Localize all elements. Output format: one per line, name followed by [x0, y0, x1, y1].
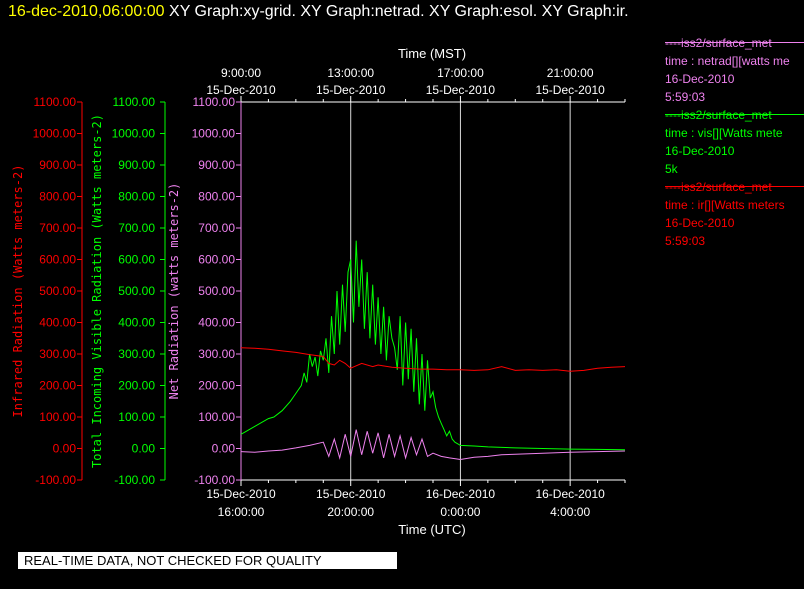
y-tick-label: 300.00: [118, 347, 155, 361]
y-tick-label: 100.00: [118, 410, 155, 424]
series-line-vis: [240, 240, 626, 451]
y-tick-label: 0.00: [53, 442, 77, 456]
y-tick-label: 200.00: [39, 379, 76, 393]
series-line-ir: [240, 347, 626, 372]
series-line-netrad: [240, 429, 626, 461]
graph-titles: XY Graph:xy-grid. XY Graph:netrad. XY Gr…: [169, 3, 629, 20]
legend-line: 16-Dec-2010: [665, 72, 735, 86]
bottom-tick-label: 4:00:00: [550, 505, 590, 519]
y-tick-label: 500.00: [118, 284, 155, 298]
bottom-tick-label: 15-Dec-2010: [316, 487, 386, 501]
y-tick-label: 0.00: [132, 442, 156, 456]
legend-line: ----iss2/surface_met: [665, 108, 772, 122]
legend-line: 5:59:03: [665, 234, 706, 248]
y-tick-label: 400.00: [198, 316, 235, 330]
top-tick-label: 15-Dec-2010: [206, 83, 276, 97]
y-tick-label: 900.00: [118, 158, 155, 172]
y-axis-title: Net Radiation (watts meters-2): [167, 183, 181, 400]
quality-note: REAL-TIME DATA, NOT CHECKED FOR QUALITY: [18, 552, 397, 569]
y-tick-label: 400.00: [118, 316, 155, 330]
legend-line: time : netrad[][watts me: [665, 54, 790, 68]
y-tick-label: 800.00: [198, 190, 235, 204]
legend-line: time : ir[][Watts meters: [665, 198, 785, 212]
top-tick-label: 15-Dec-2010: [535, 83, 605, 97]
y-tick-label: -100.00: [194, 473, 235, 487]
y-tick-label: 700.00: [118, 221, 155, 235]
y-axis-title: Total Incoming Visible Radiation (Watts …: [90, 114, 104, 468]
y-tick-label: 900.00: [198, 158, 235, 172]
y-tick-label: 500.00: [198, 284, 235, 298]
legend-line: ----iss2/surface_met: [665, 180, 772, 194]
y-tick-label: 700.00: [198, 221, 235, 235]
y-tick-label: 0.00: [212, 442, 236, 456]
y-tick-label: 100.00: [198, 410, 235, 424]
bottom-tick-label: 16-Dec-2010: [426, 487, 496, 501]
y-tick-label: 200.00: [118, 379, 155, 393]
y-tick-label: 1100.00: [34, 95, 77, 109]
legend-line: time : vis[][Watts mete: [665, 126, 783, 140]
bottom-axis-title: Time (UTC): [398, 522, 465, 537]
top-axis-title: Time (MST): [398, 46, 466, 61]
y-tick-label: 600.00: [39, 253, 76, 267]
y-tick-label: -100.00: [114, 473, 155, 487]
bottom-tick-label: 20:00:00: [327, 505, 374, 519]
timestamp: 16-dec-2010,06:00:00: [8, 3, 165, 20]
y-tick-label: 1000.00: [33, 127, 77, 141]
y-tick-label: 200.00: [198, 379, 235, 393]
legend-ir: ----iss2/surface_met time : ir[][Watts m…: [665, 180, 804, 250]
y-tick-label: 1100.00: [193, 95, 236, 109]
legend-line: 16-Dec-2010: [665, 144, 735, 158]
legend-line: ----iss2/surface_met: [665, 36, 772, 50]
y-tick-label: 800.00: [118, 190, 155, 204]
y-tick-label: 700.00: [39, 221, 76, 235]
y-axis-title: Infrared Radiation (Watts meters-2): [11, 165, 25, 418]
graph-header: 16-dec-2010,06:00:00 XY Graph:xy-grid. X…: [8, 3, 629, 21]
legend-line: 5:59:03: [665, 90, 706, 104]
bottom-tick-label: 15-Dec-2010: [206, 487, 276, 501]
top-tick-label: 13:00:00: [327, 66, 374, 80]
top-tick-label: 17:00:00: [437, 66, 484, 80]
legend-rule: [665, 114, 804, 115]
y-tick-label: 100.00: [39, 410, 76, 424]
bottom-tick-label: 0:00:00: [440, 505, 480, 519]
y-tick-label: -100.00: [35, 473, 76, 487]
legend-rule: [665, 42, 804, 43]
legend-netrad: ----iss2/surface_met time : netrad[][wat…: [665, 36, 804, 106]
y-tick-label: 800.00: [39, 190, 76, 204]
top-tick-label: 9:00:00: [221, 66, 261, 80]
y-tick-label: 600.00: [198, 253, 235, 267]
y-tick-label: 1100.00: [113, 95, 156, 109]
legend-line: 5k: [665, 162, 678, 176]
y-tick-label: 400.00: [39, 316, 76, 330]
legend-line: 16-Dec-2010: [665, 216, 735, 230]
bottom-tick-label: 16:00:00: [218, 505, 265, 519]
legend-rule: [665, 186, 804, 187]
top-tick-label: 21:00:00: [547, 66, 594, 80]
y-tick-label: 300.00: [39, 347, 76, 361]
y-tick-label: 900.00: [39, 158, 76, 172]
y-tick-label: 600.00: [118, 253, 155, 267]
y-tick-label: 300.00: [198, 347, 235, 361]
y-tick-label: 1000.00: [192, 127, 236, 141]
legend-vis: ----iss2/surface_met time : vis[][Watts …: [665, 108, 804, 178]
y-tick-label: 500.00: [39, 284, 76, 298]
bottom-tick-label: 16-Dec-2010: [535, 487, 605, 501]
top-tick-label: 15-Dec-2010: [426, 83, 496, 97]
top-tick-label: 15-Dec-2010: [316, 83, 386, 97]
y-tick-label: 1000.00: [112, 127, 156, 141]
